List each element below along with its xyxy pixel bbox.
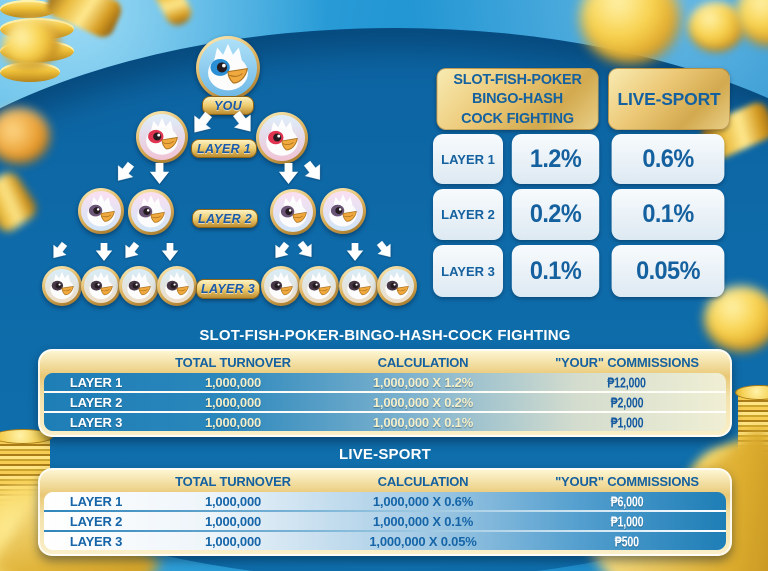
mascot-bird-icon — [139, 114, 185, 160]
mascot-bird-icon — [259, 115, 305, 161]
table2-header-row: TOTAL TURNOVER CALCULATION "YOUR" COMMIS… — [44, 470, 726, 492]
avatar-layer3 — [42, 266, 82, 306]
mascot-bird-icon — [199, 39, 257, 97]
avatar-layer3 — [261, 266, 301, 306]
table2-col-calculation: CALCULATION — [377, 473, 469, 489]
avatar-layer3 — [81, 266, 121, 306]
commission-value: ₱1,000 — [610, 512, 644, 530]
table1-col-commissions: "YOUR" COMMISSIONS — [555, 354, 699, 370]
avatar-you — [196, 36, 260, 100]
rate-sport-value: 0.6% — [611, 134, 725, 184]
coin-icon — [0, 0, 56, 18]
commission-value: ₱500 — [614, 532, 640, 550]
layer2-badge: LAYER 2 — [192, 209, 258, 228]
coin-icon — [704, 286, 768, 352]
avatar-layer2 — [320, 188, 366, 234]
avatar-layer1 — [136, 111, 188, 163]
mascot-bird-icon — [302, 269, 336, 303]
gold-ribbon-icon — [150, 0, 196, 30]
commission-value: ₱12,000 — [607, 373, 647, 391]
table2-col-commissions: "YOUR" COMMISSIONS — [555, 473, 699, 489]
mascot-bird-icon — [323, 191, 363, 231]
table-row: LAYER 3 1,000,000 1,000,000 X 0.05% ₱500 — [44, 532, 726, 550]
mascot-bird-icon — [380, 269, 414, 303]
avatar-layer3 — [157, 266, 197, 306]
table1-title: SLOT-FISH-POKER-BINGO-HASH-COCK FIGHTING — [199, 327, 571, 344]
table2-col-turnover: TOTAL TURNOVER — [175, 473, 291, 489]
coin-icon — [688, 2, 744, 52]
rate-header-livesport: LIVE-SPORT — [608, 68, 730, 130]
rate-row-label: LAYER 2 — [433, 189, 503, 240]
rate-sport-value: 0.1% — [611, 189, 725, 240]
layer2-badge-label: LAYER 2 — [198, 211, 252, 226]
table-row: LAYER 1 1,000,000 1,000,000 X 1.2% ₱12,0… — [44, 373, 726, 391]
example-table-slots: TOTAL TURNOVER CALCULATION "YOUR" COMMIS… — [38, 349, 732, 437]
rate-main-value: 0.2% — [511, 189, 600, 240]
arrow-down-icon — [161, 242, 179, 262]
layer1-badge-label: LAYER 1 — [197, 141, 251, 156]
mascot-bird-icon — [264, 269, 298, 303]
avatar-layer3 — [377, 266, 417, 306]
you-badge-label: YOU — [214, 98, 242, 113]
coin-icon — [0, 108, 50, 164]
rate-header-main: SLOT-FISH-POKER BINGO-HASH COCK FIGHTING — [436, 68, 599, 130]
commission-value: ₱6,000 — [610, 492, 644, 510]
arrow-down-icon — [149, 162, 170, 185]
table2-title: LIVE-SPORT — [338, 446, 431, 463]
arrow-down-icon — [95, 242, 113, 262]
mascot-bird-icon — [273, 192, 313, 232]
table1-col-calculation: CALCULATION — [377, 354, 469, 370]
mascot-bird-icon — [342, 269, 376, 303]
table-row: LAYER 2 1,000,000 1,000,000 X 0.2% ₱2,00… — [44, 393, 726, 411]
commission-value: ₱1,000 — [610, 413, 644, 431]
table-row: LAYER 1 1,000,000 1,000,000 X 0.6% ₱6,00… — [44, 492, 726, 510]
arrow-down-icon — [346, 242, 364, 262]
arrow-down-icon — [278, 162, 299, 185]
coin-icon — [736, 0, 768, 46]
avatar-layer3 — [119, 266, 159, 306]
avatar-layer2 — [270, 189, 316, 235]
example-table-livesport: TOTAL TURNOVER CALCULATION "YOUR" COMMIS… — [38, 468, 732, 556]
rate-header-livesport-label: LIVE-SPORT — [617, 88, 721, 109]
you-badge: YOU — [202, 96, 254, 115]
layer3-badge: LAYER 3 — [196, 279, 260, 299]
commission-value: ₱2,000 — [610, 393, 644, 411]
avatar-layer3 — [339, 266, 379, 306]
rate-sport-value: 0.05% — [611, 245, 725, 297]
mascot-bird-icon — [45, 269, 79, 303]
mascot-bird-icon — [131, 192, 171, 232]
rate-header-main-line3: COCK FIGHTING — [461, 109, 574, 127]
avatar-layer2 — [128, 189, 174, 235]
table1-header-row: TOTAL TURNOVER CALCULATION "YOUR" COMMIS… — [44, 351, 726, 373]
layer1-badge: LAYER 1 — [191, 139, 257, 158]
rate-header-main-line1: SLOT-FISH-POKER — [453, 70, 582, 88]
rate-main-value: 0.1% — [511, 245, 600, 297]
mascot-bird-icon — [122, 269, 156, 303]
mascot-bird-icon — [81, 191, 121, 231]
rate-row-label: LAYER 1 — [433, 134, 503, 184]
avatar-layer2 — [78, 188, 124, 234]
rate-header-main-line2: BINGO-HASH — [472, 90, 563, 108]
avatar-layer3 — [299, 266, 339, 306]
mascot-bird-icon — [160, 269, 194, 303]
layer3-badge-label: LAYER 3 — [201, 282, 255, 296]
avatar-layer1 — [256, 112, 308, 164]
mascot-bird-icon — [84, 269, 118, 303]
table-row: LAYER 2 1,000,000 1,000,000 X 0.1% ₱1,00… — [44, 512, 726, 530]
rate-main-value: 1.2% — [511, 134, 600, 184]
table-row: LAYER 3 1,000,000 1,000,000 X 0.1% ₱1,00… — [44, 413, 726, 431]
coin-icon — [0, 62, 60, 82]
rate-row-label: LAYER 3 — [433, 245, 503, 297]
table1-col-turnover: TOTAL TURNOVER — [175, 354, 291, 370]
